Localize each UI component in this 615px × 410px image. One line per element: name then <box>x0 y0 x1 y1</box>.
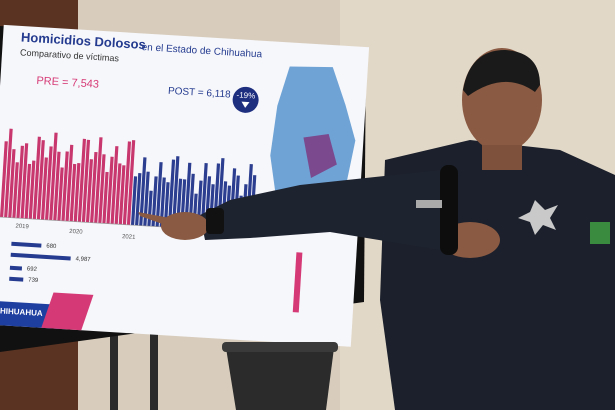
screen: Homicidios Dolosos en el Estado de Chihu… <box>0 24 370 347</box>
screen-bar <box>73 163 81 222</box>
screen-bar <box>126 140 136 226</box>
screen-bar <box>65 144 74 222</box>
screen-bar <box>122 141 132 225</box>
screen-bar <box>61 151 69 222</box>
screen-bar <box>94 137 103 224</box>
screen-bar <box>77 138 87 223</box>
screen-bar <box>0 141 8 218</box>
screen-bar <box>28 160 36 220</box>
screen-bar <box>114 163 122 225</box>
map-region <box>303 133 337 178</box>
screen-bar <box>45 146 53 221</box>
screen-bar <box>81 139 91 223</box>
screen-bar <box>85 159 94 223</box>
tv-stand <box>110 330 118 410</box>
name-tag <box>416 200 442 208</box>
screen-bar <box>118 165 126 225</box>
change-badge <box>232 86 259 113</box>
screen-bar <box>98 154 106 224</box>
year-label: 2020 <box>69 229 83 236</box>
screen-bar <box>57 167 64 221</box>
screen-bar <box>110 146 119 225</box>
arm <box>200 170 440 250</box>
badge <box>518 200 558 235</box>
screen-bar <box>8 149 16 218</box>
flag-patch <box>590 222 610 244</box>
screen-bar <box>4 128 13 218</box>
neck <box>482 145 522 170</box>
screen-bar <box>90 151 98 223</box>
screen-bar <box>32 136 41 220</box>
screen-bar <box>102 171 109 224</box>
screen-bar <box>163 182 170 228</box>
legend-number: 739 <box>28 277 39 284</box>
pointing-finger <box>138 212 170 226</box>
legend-number: 4,987 <box>75 256 91 263</box>
screen-bar <box>151 176 158 227</box>
watch <box>206 208 224 234</box>
screen-bar <box>40 157 48 220</box>
screen-bar <box>167 159 176 228</box>
screen-bar <box>143 171 150 227</box>
screen-bar <box>159 177 166 228</box>
legend-bar <box>9 276 24 282</box>
legend-bar <box>11 241 42 248</box>
screen-bar <box>106 156 114 224</box>
side-bar <box>292 252 303 313</box>
screen-bar <box>139 157 147 226</box>
screen-bar <box>200 163 208 230</box>
legend-number: 680 <box>46 244 57 251</box>
post-total: POST = 6,118 <box>168 86 232 101</box>
pre-total: PRE = 7,543 <box>36 75 99 91</box>
legend-number: 692 <box>27 266 38 273</box>
change-value: -19% <box>236 90 255 100</box>
year-label: 2021 <box>122 234 136 241</box>
screen-bar <box>130 176 138 226</box>
screen-bar <box>12 162 19 219</box>
trash-bin-rim <box>222 342 338 352</box>
logo-text: CHIHUAHUA <box>0 306 43 318</box>
legend-bar <box>9 265 23 271</box>
screen-bar <box>69 163 77 222</box>
microphone <box>440 165 458 255</box>
screen-bar <box>53 151 61 221</box>
screen-bar <box>171 156 180 228</box>
trash-bin <box>226 348 334 410</box>
screen-bar <box>135 173 142 226</box>
screen-bar <box>155 162 163 227</box>
hair <box>463 50 540 96</box>
screen-bar <box>16 145 25 219</box>
down-arrow <box>241 101 250 108</box>
map <box>270 66 356 203</box>
legend-bar <box>10 252 71 261</box>
screen-bar <box>24 163 32 219</box>
hand <box>161 212 209 240</box>
screen-bar <box>49 132 58 221</box>
year-label: 2019 <box>15 224 29 231</box>
tv-stand <box>150 330 158 410</box>
screen-bar <box>36 140 45 220</box>
screen-bar <box>20 143 29 219</box>
bar-area <box>0 128 257 233</box>
logo-accent <box>41 292 94 331</box>
